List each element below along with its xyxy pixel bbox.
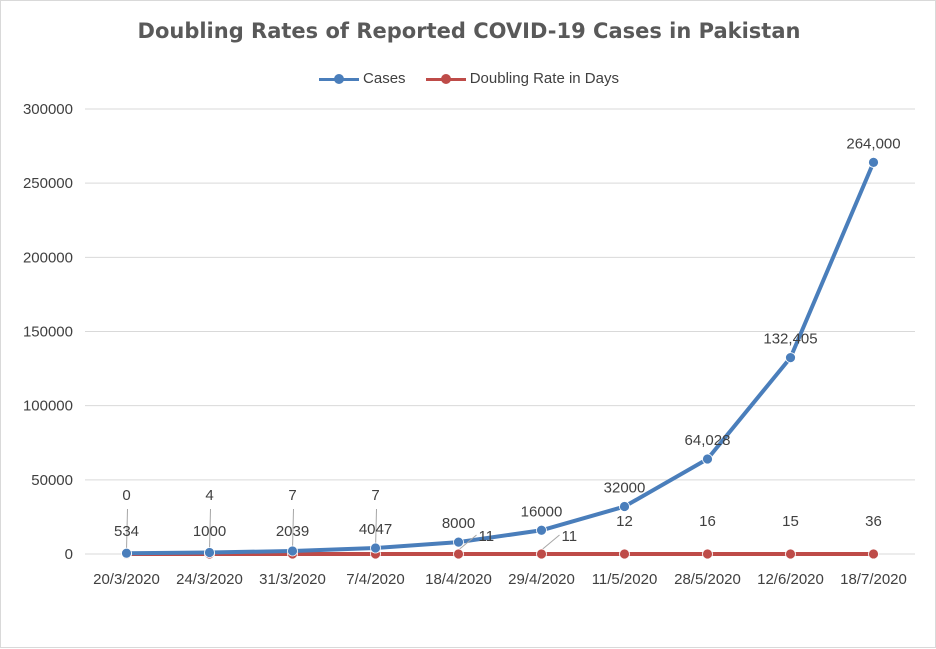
data-label-cases: 8000 — [442, 515, 475, 532]
marker-cases — [371, 543, 381, 553]
y-tick-label: 200000 — [23, 249, 73, 266]
marker-doubling-rate — [869, 549, 879, 559]
data-label-doubling-rate: 0 — [122, 487, 130, 504]
marker-doubling-rate — [703, 549, 713, 559]
series-line-cases — [127, 162, 874, 553]
data-label-cases: 132,405 — [763, 331, 817, 348]
marker-cases — [786, 353, 796, 363]
data-label-doubling-rate: 15 — [782, 513, 799, 530]
marker-cases — [869, 157, 879, 167]
data-label-cases: 1000 — [193, 523, 226, 540]
data-label-doubling-rate: 11 — [479, 528, 495, 545]
x-tick-label: 18/4/2020 — [425, 571, 492, 588]
data-label-doubling-rate: 7 — [371, 487, 379, 504]
data-label-cases: 32000 — [604, 480, 646, 497]
x-tick-label: 7/4/2020 — [346, 571, 404, 588]
marker-doubling-rate — [786, 549, 796, 559]
data-label-cases: 264,000 — [846, 135, 900, 152]
y-tick-label: 100000 — [23, 398, 73, 415]
leader-line — [542, 535, 560, 550]
marker-doubling-rate — [620, 549, 630, 559]
data-label-cases: 64,028 — [685, 432, 731, 449]
marker-doubling-rate — [537, 549, 547, 559]
data-label-doubling-rate: 16 — [699, 513, 716, 530]
data-label-cases: 4047 — [359, 521, 392, 538]
data-label-cases: 534 — [114, 523, 139, 540]
data-label-cases: 2039 — [276, 523, 309, 540]
x-tick-label: 29/4/2020 — [508, 571, 575, 588]
y-tick-label: 50000 — [31, 472, 73, 489]
x-tick-label: 12/6/2020 — [757, 571, 824, 588]
y-tick-label: 0 — [65, 546, 73, 563]
data-label-doubling-rate: 4 — [205, 487, 213, 504]
marker-cases — [454, 537, 464, 547]
data-label-cases: 16000 — [521, 503, 563, 520]
data-label-doubling-rate: 7 — [288, 487, 296, 504]
marker-cases — [537, 525, 547, 535]
x-tick-label: 11/5/2020 — [592, 571, 658, 588]
marker-cases — [703, 454, 713, 464]
x-tick-label: 24/3/2020 — [176, 571, 243, 588]
marker-cases — [620, 502, 630, 512]
marker-cases — [122, 548, 132, 558]
marker-cases — [205, 548, 215, 558]
x-tick-label: 31/3/2020 — [259, 571, 326, 588]
x-tick-label: 18/7/2020 — [840, 571, 907, 588]
y-tick-label: 250000 — [23, 175, 73, 192]
marker-cases — [288, 546, 298, 556]
data-label-doubling-rate: 12 — [616, 513, 633, 530]
y-tick-label: 150000 — [23, 324, 73, 341]
data-label-doubling-rate: 11 — [562, 528, 578, 545]
data-label-doubling-rate: 36 — [865, 513, 882, 530]
y-tick-label: 300000 — [23, 101, 73, 118]
x-tick-label: 28/5/2020 — [674, 571, 741, 588]
marker-doubling-rate — [454, 549, 464, 559]
x-tick-label: 20/3/2020 — [93, 571, 160, 588]
